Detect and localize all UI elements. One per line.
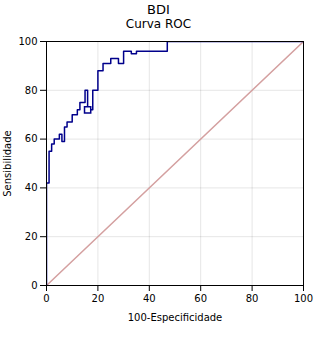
svg-text:40: 40	[143, 293, 156, 304]
html-text:BDI: BDI	[147, 2, 170, 17]
svg-text:100-Especificidade: 100-Especificidade	[128, 312, 223, 323]
svg-text:20: 20	[25, 231, 38, 242]
svg-text:60: 60	[25, 133, 38, 144]
svg-text:0: 0	[43, 293, 49, 304]
svg-text:60: 60	[194, 293, 207, 304]
svg-text:80: 80	[246, 293, 259, 304]
html-text:Curva ROC: Curva ROC	[125, 17, 192, 31]
svg-text:0: 0	[31, 280, 37, 291]
svg-text:80: 80	[25, 85, 38, 96]
svg-text:40: 40	[25, 182, 38, 193]
svg-text:100: 100	[294, 293, 313, 304]
svg-text:100: 100	[18, 36, 37, 47]
svg-text:20: 20	[92, 293, 105, 304]
svg-text:Sensibilidade: Sensibilidade	[2, 130, 13, 196]
